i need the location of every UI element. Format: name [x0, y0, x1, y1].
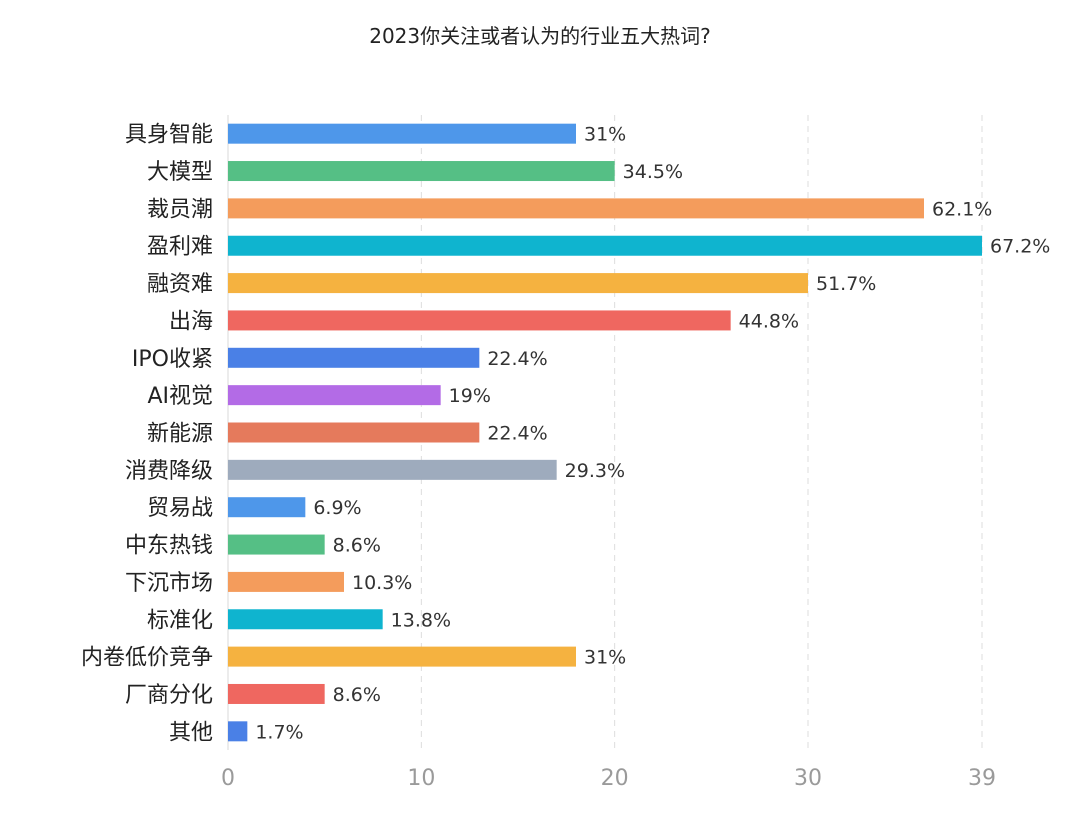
bar [228, 571, 344, 592]
category-label: 内卷低价竞争 [81, 646, 213, 671]
category-label: 中东热钱 [125, 534, 213, 559]
category-label: 融资难 [147, 272, 213, 297]
bar [228, 721, 248, 742]
value-label: 10.3% [352, 572, 412, 594]
value-label: 8.6% [333, 684, 381, 706]
category-label: 具身智能 [125, 123, 213, 148]
bar [228, 422, 480, 443]
value-label: 44.8% [739, 310, 799, 332]
category-label: AI视觉 [147, 384, 213, 409]
x-tick-label: 39 [968, 766, 996, 791]
x-tick-label: 30 [794, 766, 822, 791]
bar [228, 273, 808, 294]
value-label: 29.3% [565, 460, 625, 482]
category-label: 消费降级 [125, 459, 213, 484]
x-tick-label: 20 [601, 766, 629, 791]
chart-title: 2023你关注或者认为的行业五大热词? [369, 24, 711, 48]
value-label: 51.7% [816, 273, 876, 295]
value-label: 62.1% [932, 198, 992, 220]
bar [228, 235, 982, 256]
category-label: 新能源 [147, 422, 213, 447]
value-label: 13.8% [391, 609, 451, 631]
value-label: 1.7% [255, 721, 303, 743]
bar [228, 609, 383, 630]
value-label: 34.5% [623, 161, 683, 183]
category-label: IPO收紧 [132, 347, 213, 372]
value-label: 22.4% [487, 348, 547, 370]
value-label: 6.9% [313, 497, 361, 519]
x-axis-ticks: 0 10 20 30 39 [221, 766, 996, 791]
category-label: 出海 [169, 309, 213, 334]
bars [228, 123, 982, 742]
bar [228, 161, 615, 182]
category-label: 其他 [169, 720, 213, 745]
value-label: 22.4% [487, 423, 547, 445]
value-label: 31% [584, 124, 626, 146]
bar [228, 459, 557, 480]
bar [228, 198, 924, 219]
category-label: 大模型 [147, 160, 213, 185]
value-labels: 31% 34.5% 62.1% 67.2% 51.7% 44.8% 22.4% 19% 22.4… [255, 124, 1050, 744]
x-tick-label: 0 [221, 766, 235, 791]
bar [228, 646, 576, 667]
category-label: 贸易战 [147, 496, 213, 521]
bar [228, 683, 325, 704]
bar [228, 310, 731, 331]
category-label: 标准化 [147, 608, 213, 633]
bar [228, 534, 325, 555]
category-label: 盈利难 [147, 235, 213, 260]
value-label: 31% [584, 647, 626, 669]
category-label: 厂商分化 [125, 683, 213, 708]
value-label: 8.6% [333, 535, 381, 557]
bar [228, 347, 480, 368]
bar [228, 123, 576, 144]
bar [228, 385, 441, 406]
value-label: 67.2% [990, 236, 1050, 258]
bar [228, 497, 306, 518]
category-label: 裁员潮 [147, 197, 213, 222]
x-tick-label: 10 [407, 766, 435, 791]
value-label: 19% [449, 385, 491, 407]
category-label: 下沉市场 [125, 571, 213, 596]
